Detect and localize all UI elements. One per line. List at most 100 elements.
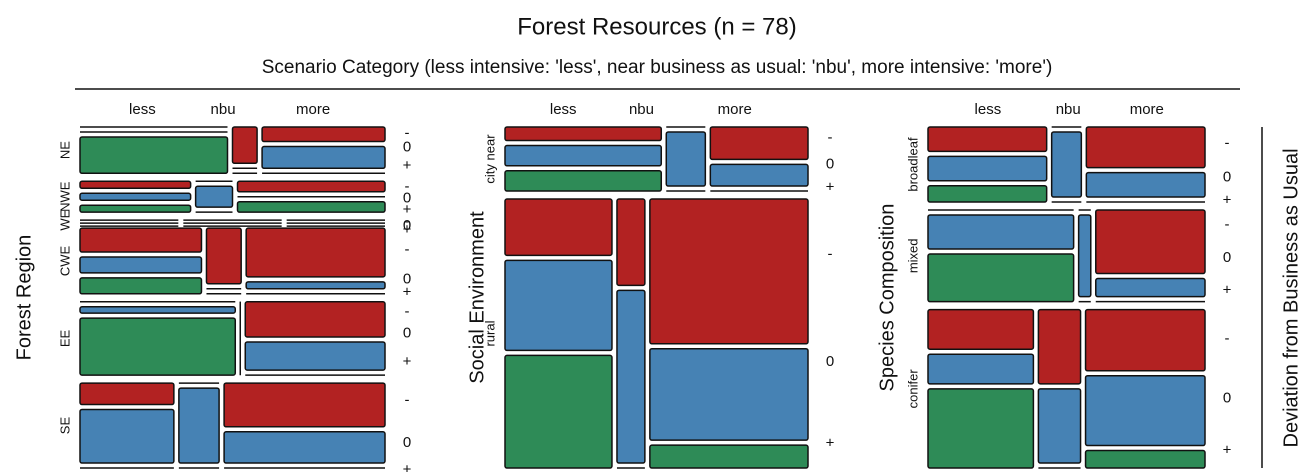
mosaic-tile bbox=[194, 185, 234, 208]
level-label: + bbox=[403, 157, 412, 174]
level-label: - bbox=[405, 303, 410, 320]
mosaic-tile bbox=[1037, 388, 1082, 464]
level-label: + bbox=[403, 353, 412, 370]
level-label: + bbox=[403, 461, 412, 472]
column-label: nbu bbox=[1056, 101, 1081, 118]
mosaic-tile bbox=[236, 180, 386, 193]
row-label: EE bbox=[57, 329, 72, 347]
level-label: 0 bbox=[403, 217, 411, 234]
level-label: + bbox=[403, 221, 412, 238]
level-label: 0 bbox=[403, 270, 411, 287]
mosaic-tile bbox=[927, 353, 1035, 385]
mosaic-tile bbox=[236, 200, 386, 213]
mosaic-tile bbox=[79, 136, 229, 175]
mosaic-tile bbox=[1084, 374, 1206, 447]
level-label: 0 bbox=[826, 156, 834, 173]
mosaic-tile bbox=[649, 348, 809, 441]
mosaic-tile bbox=[79, 408, 175, 464]
column-label: nbu bbox=[211, 101, 236, 118]
mosaic-tile bbox=[1084, 308, 1206, 372]
level-label: 0 bbox=[1223, 249, 1231, 266]
mosaic-tile bbox=[244, 341, 386, 371]
row-label: NE bbox=[57, 141, 72, 159]
level-label: - bbox=[1225, 330, 1230, 347]
mosaic-tile bbox=[79, 317, 237, 376]
mosaic-tile bbox=[1095, 277, 1206, 298]
level-label: 0 bbox=[1223, 168, 1231, 185]
level-label: + bbox=[403, 201, 412, 218]
mosaic-tile bbox=[205, 227, 242, 285]
mosaic-tile bbox=[1084, 449, 1206, 469]
panel-axis-label: Social Environment bbox=[466, 211, 488, 384]
level-label: + bbox=[1223, 191, 1232, 208]
mosaic-tile bbox=[244, 301, 386, 338]
mosaic-tile bbox=[504, 126, 663, 142]
right-axis-label: Deviation from Business as Usual bbox=[1280, 148, 1302, 447]
mosaic-tile bbox=[927, 253, 1075, 303]
level-label: 0 bbox=[403, 325, 411, 342]
level-label: - bbox=[405, 125, 410, 142]
mosaic-tile bbox=[79, 306, 237, 314]
row-label: WE bbox=[57, 209, 72, 230]
column-label: more bbox=[296, 101, 330, 118]
mosaic-tile bbox=[245, 281, 386, 290]
column-label: less bbox=[550, 101, 577, 118]
level-label: - bbox=[1225, 134, 1230, 151]
mosaic-tile bbox=[79, 382, 175, 406]
mosaic-tile bbox=[665, 131, 707, 187]
mosaic-tile bbox=[927, 308, 1035, 350]
level-label: - bbox=[405, 213, 410, 230]
mosaic-tile bbox=[1095, 209, 1206, 275]
mosaic-tile bbox=[231, 126, 258, 165]
mosaic-tile bbox=[504, 354, 613, 469]
panel-axis-label: Forest Region bbox=[13, 235, 35, 361]
column-label: nbu bbox=[629, 101, 654, 118]
mosaic-tile bbox=[1077, 214, 1092, 298]
mosaic-tile bbox=[927, 185, 1048, 203]
mosaic-tile bbox=[504, 259, 613, 352]
mosaic-tile bbox=[261, 145, 386, 170]
mosaic-tile bbox=[223, 431, 386, 464]
chart-subtitle: Scenario Category (less intensive: 'less… bbox=[262, 57, 1053, 78]
level-label: + bbox=[1223, 282, 1232, 299]
row-label: CWE bbox=[57, 245, 72, 276]
mosaic-tile bbox=[709, 163, 809, 187]
mosaic-tile bbox=[649, 198, 809, 345]
panel-axis-label: Species Composition bbox=[876, 204, 898, 392]
mosaic-tile bbox=[616, 198, 646, 287]
mosaic-tile bbox=[178, 387, 220, 464]
row-label: rural bbox=[482, 320, 497, 346]
level-label: - bbox=[405, 241, 410, 258]
level-label: 0 bbox=[1223, 390, 1231, 407]
column-label: less bbox=[975, 101, 1002, 118]
mosaic-tile bbox=[1085, 126, 1206, 169]
mosaic-tile bbox=[927, 214, 1075, 250]
mosaic-tile bbox=[79, 180, 192, 190]
level-label: 0 bbox=[403, 434, 411, 451]
mosaic-tile bbox=[927, 126, 1048, 153]
column-label: less bbox=[129, 101, 156, 118]
level-label: - bbox=[1225, 216, 1230, 233]
mosaic-tile bbox=[927, 388, 1035, 469]
mosaic-tile bbox=[504, 144, 663, 167]
mosaic-tile bbox=[261, 126, 386, 143]
mosaic-tile bbox=[1050, 131, 1083, 198]
level-label: + bbox=[1223, 441, 1232, 458]
mosaic-tile bbox=[79, 192, 192, 201]
mosaic-tile bbox=[709, 126, 809, 161]
row-label: mixed bbox=[905, 238, 920, 273]
row-label: conifer bbox=[905, 369, 920, 409]
mosaic-tile bbox=[1037, 308, 1082, 385]
mosaic-tile bbox=[79, 256, 203, 274]
mosaic-tile bbox=[223, 382, 386, 428]
level-label: 0 bbox=[403, 139, 411, 156]
level-label: + bbox=[826, 434, 835, 451]
column-label: more bbox=[718, 101, 752, 118]
level-label: 0 bbox=[403, 190, 411, 207]
mosaic-tile bbox=[927, 155, 1048, 182]
row-label: SE bbox=[57, 417, 72, 435]
mosaic-tile bbox=[504, 170, 663, 192]
mosaic-tile bbox=[616, 289, 646, 464]
level-label: - bbox=[828, 129, 833, 146]
